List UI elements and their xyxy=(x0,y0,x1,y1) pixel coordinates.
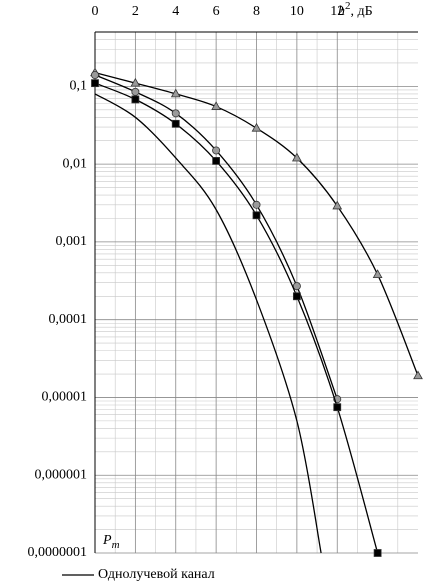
point xyxy=(333,403,342,412)
y-tick-label: 0,1 xyxy=(70,79,88,94)
point xyxy=(252,200,261,209)
point xyxy=(292,292,301,301)
point xyxy=(211,101,222,110)
point xyxy=(372,269,383,278)
x-label-unit: , дБ xyxy=(351,4,373,19)
legend-label: Однолучевой канал xyxy=(98,567,215,582)
y-axis-label: Pm xyxy=(102,533,120,550)
point xyxy=(291,152,302,162)
x-axis-label: h2, дБ xyxy=(338,0,373,19)
point xyxy=(212,146,221,155)
point xyxy=(332,200,343,210)
x-tick-label: 0 xyxy=(92,4,99,19)
point xyxy=(373,549,382,557)
point xyxy=(171,119,180,128)
point xyxy=(131,95,140,104)
point xyxy=(212,157,221,165)
point xyxy=(252,211,261,220)
point xyxy=(170,88,181,98)
x-tick-label: 4 xyxy=(172,4,179,19)
x-label-sup: 2 xyxy=(345,0,351,12)
y-label-sub: m xyxy=(112,539,120,551)
y-tick-label: 0,00001 xyxy=(42,390,88,405)
y-tick-label: 0,01 xyxy=(63,156,88,171)
x-tick-label: 12 xyxy=(330,4,344,19)
point xyxy=(91,70,100,79)
point xyxy=(251,122,262,132)
y-tick-label: 0,0000001 xyxy=(28,545,88,560)
point xyxy=(130,77,141,87)
y-tick-label: 0,000001 xyxy=(35,467,88,482)
point xyxy=(292,282,301,291)
y-tick-label: 0,0001 xyxy=(49,312,88,327)
y-label-main: P xyxy=(102,533,112,548)
x-tick-label: 10 xyxy=(290,4,304,19)
point xyxy=(91,79,99,88)
x-tick-label: 8 xyxy=(253,4,260,19)
y-tick-label: 0,001 xyxy=(56,234,88,249)
point xyxy=(131,87,140,96)
x-label-main: h xyxy=(338,4,345,19)
point xyxy=(413,370,423,380)
point xyxy=(171,109,180,118)
series-line xyxy=(94,93,322,554)
x-tick-label: 2 xyxy=(132,4,139,19)
x-tick-label: 6 xyxy=(213,4,220,19)
